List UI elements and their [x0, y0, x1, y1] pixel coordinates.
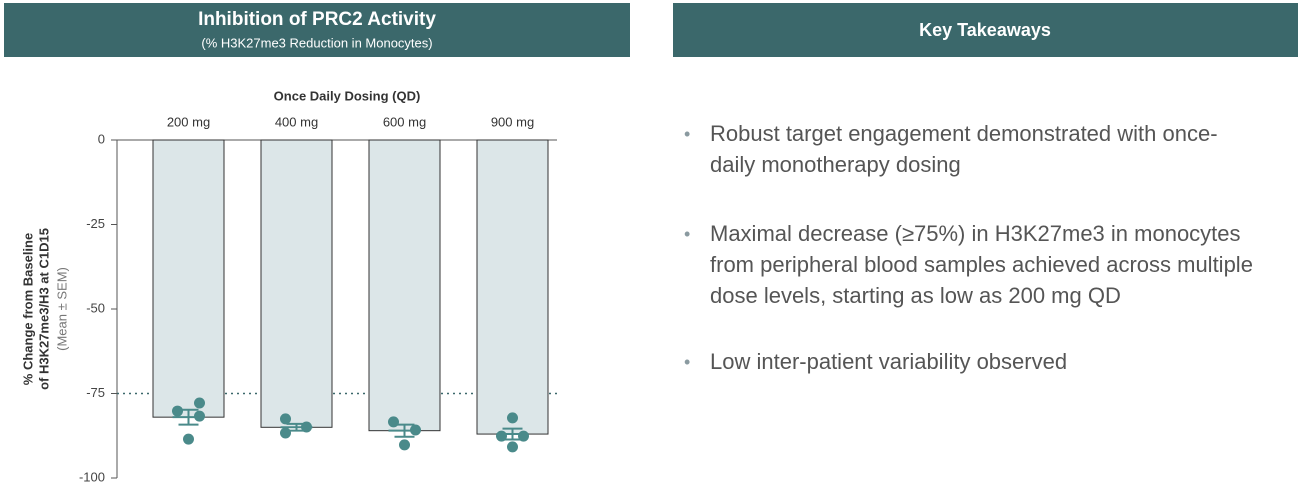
bar — [260, 139, 333, 428]
takeaway-text: Low inter-patient variability observed — [710, 349, 1067, 374]
chart-subtitle: (% H3K27me3 Reduction in Monocytes) — [201, 35, 432, 50]
takeaway-text: Robust target engagement demonstrated wi… — [710, 121, 1218, 146]
data-point — [410, 424, 421, 436]
x-tick-label: 600 mg — [383, 114, 426, 129]
data-point — [280, 427, 291, 439]
y-tick-label: -100 — [79, 469, 105, 484]
data-point — [301, 421, 312, 433]
takeaway-text: daily monotherapy dosing — [710, 152, 961, 177]
bullet: • — [684, 224, 690, 244]
data-point — [507, 441, 518, 453]
data-point — [507, 412, 518, 424]
bullet: • — [684, 124, 690, 144]
left-header — [4, 3, 630, 57]
data-point — [496, 430, 507, 442]
data-point — [172, 405, 183, 417]
chart-title: Inhibition of PRC2 Activity — [198, 9, 436, 30]
y-axis-note: (Mean ± SEM) — [54, 267, 69, 351]
y-tick-label: -25 — [86, 216, 105, 231]
data-point — [518, 430, 529, 442]
x-axis-label: Once Daily Dosing (QD) — [274, 88, 421, 103]
bullet: • — [684, 352, 690, 372]
bar — [476, 139, 549, 435]
data-point — [183, 433, 194, 445]
data-point — [280, 413, 291, 425]
x-tick-label: 200 mg — [167, 114, 210, 129]
data-point — [194, 410, 205, 422]
takeaway-text: Maximal decrease (≥75%) in H3K27me3 in m… — [710, 221, 1241, 246]
y-tick-label: -75 — [86, 385, 105, 400]
bar — [368, 139, 441, 432]
data-point — [388, 416, 399, 428]
y-axis-label: of H3K27me3/H3 at C1D15 — [36, 228, 51, 390]
y-axis-label: % Change from Baseline — [20, 233, 35, 385]
data-point — [194, 397, 205, 409]
y-tick-label: 0 — [98, 131, 105, 146]
x-tick-label: 400 mg — [275, 114, 318, 129]
bar — [152, 139, 225, 418]
data-point — [399, 439, 410, 451]
takeaway-text: dose levels, starting as low as 200 mg Q… — [710, 283, 1121, 308]
takeaways-title: Key Takeaways — [919, 20, 1051, 40]
takeaway-text: from peripheral blood samples achieved a… — [710, 252, 1253, 277]
right-header — [673, 3, 1298, 57]
x-tick-label: 900 mg — [491, 114, 534, 129]
y-tick-label: -50 — [86, 300, 105, 315]
